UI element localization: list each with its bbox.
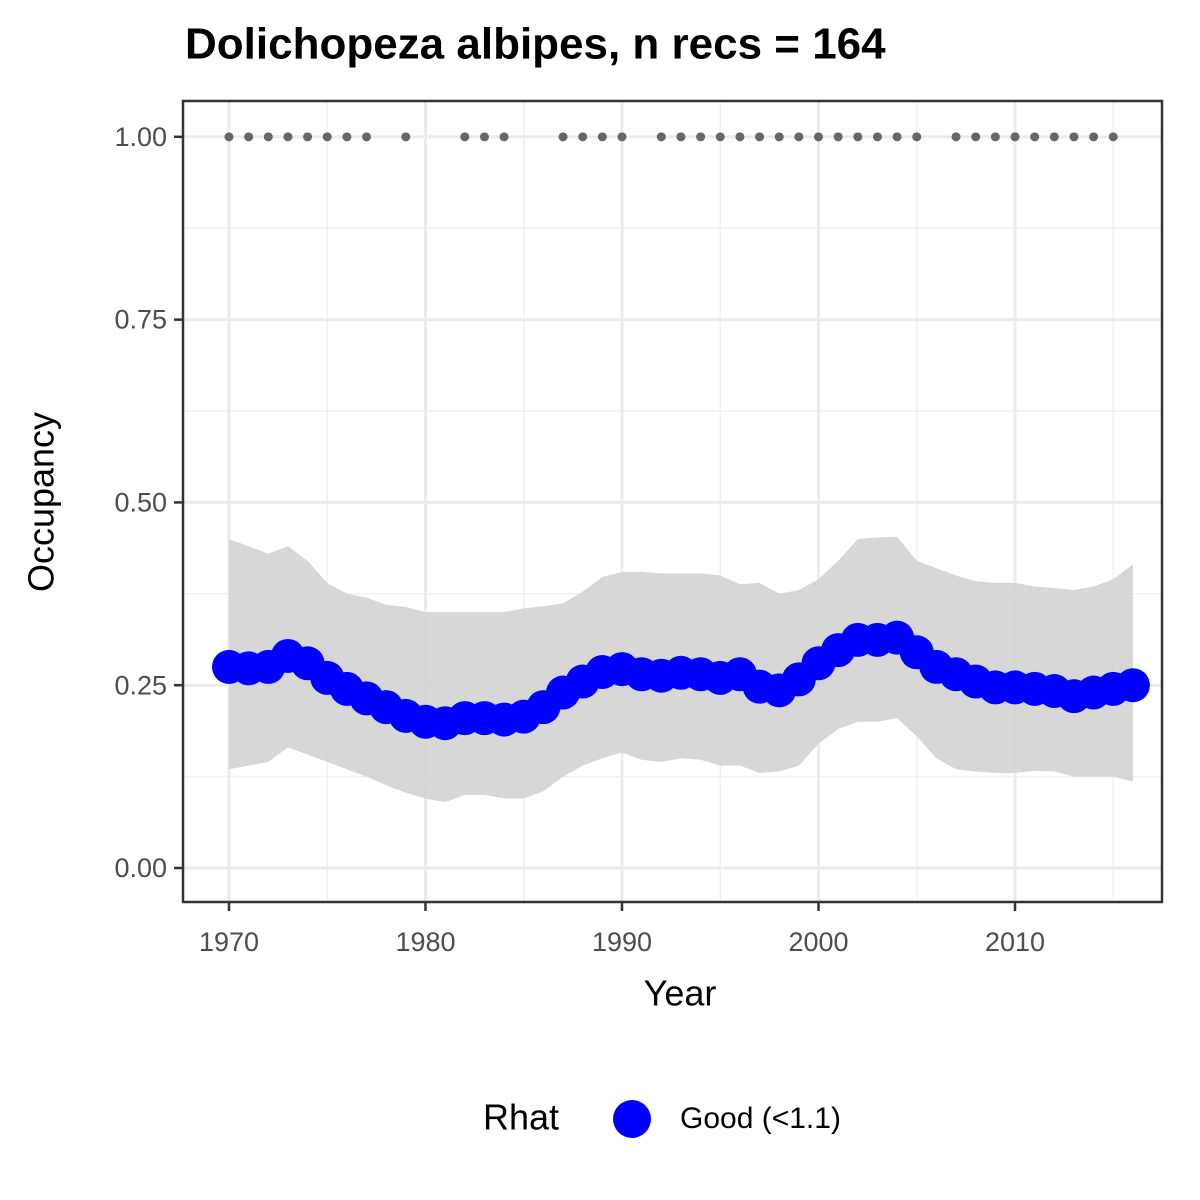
record-point <box>656 132 666 142</box>
record-point <box>224 132 234 142</box>
record-point <box>755 132 765 142</box>
record-point <box>263 132 273 142</box>
record-point <box>774 132 784 142</box>
record-point <box>479 132 489 142</box>
record-point <box>990 132 1000 142</box>
record-point <box>814 132 824 142</box>
record-point <box>1049 132 1059 142</box>
record-point <box>853 132 863 142</box>
legend-label: Good (<1.1) <box>680 1102 841 1135</box>
y-tick-label: 1.00 <box>114 122 167 152</box>
x-tick-label: 2000 <box>788 927 848 957</box>
record-point <box>833 132 843 142</box>
record-point <box>892 132 902 142</box>
record-point <box>872 132 882 142</box>
x-tick-label: 2010 <box>985 927 1045 957</box>
legend-marker <box>613 1100 651 1138</box>
y-tick-label: 0.75 <box>114 305 167 335</box>
record-point <box>912 132 922 142</box>
record-point <box>676 132 686 142</box>
record-point <box>617 132 627 142</box>
record-point <box>951 132 961 142</box>
record-point <box>597 132 607 142</box>
record-point <box>715 132 725 142</box>
record-point <box>303 132 313 142</box>
record-point <box>460 132 470 142</box>
y-tick-label: 0.25 <box>114 670 167 700</box>
record-point <box>499 132 509 142</box>
record-point <box>696 132 706 142</box>
record-point <box>1089 132 1099 142</box>
record-point <box>342 132 352 142</box>
record-point <box>244 132 254 142</box>
series-point <box>1115 668 1150 703</box>
y-tick-label: 0.00 <box>114 853 167 883</box>
record-point <box>735 132 745 142</box>
x-tick-label: 1990 <box>592 927 652 957</box>
record-point <box>362 132 372 142</box>
record-point <box>283 132 293 142</box>
record-point <box>558 132 568 142</box>
record-point <box>578 132 588 142</box>
record-point <box>1010 132 1020 142</box>
y-axis-label: Occupancy <box>21 412 62 592</box>
chart-title: Dolichopeza albipes, n recs = 164 <box>185 20 886 69</box>
legend-title: Rhat <box>483 1097 559 1138</box>
record-point <box>322 132 332 142</box>
record-point <box>401 132 411 142</box>
record-point <box>971 132 981 142</box>
x-tick-label: 1980 <box>395 927 455 957</box>
x-tick-label: 1970 <box>199 927 259 957</box>
record-point <box>1069 132 1079 142</box>
record-point <box>1030 132 1040 142</box>
record-point <box>794 132 804 142</box>
y-tick-label: 0.50 <box>114 488 167 518</box>
x-axis-label: Year <box>644 973 717 1014</box>
record-point <box>1108 132 1118 142</box>
